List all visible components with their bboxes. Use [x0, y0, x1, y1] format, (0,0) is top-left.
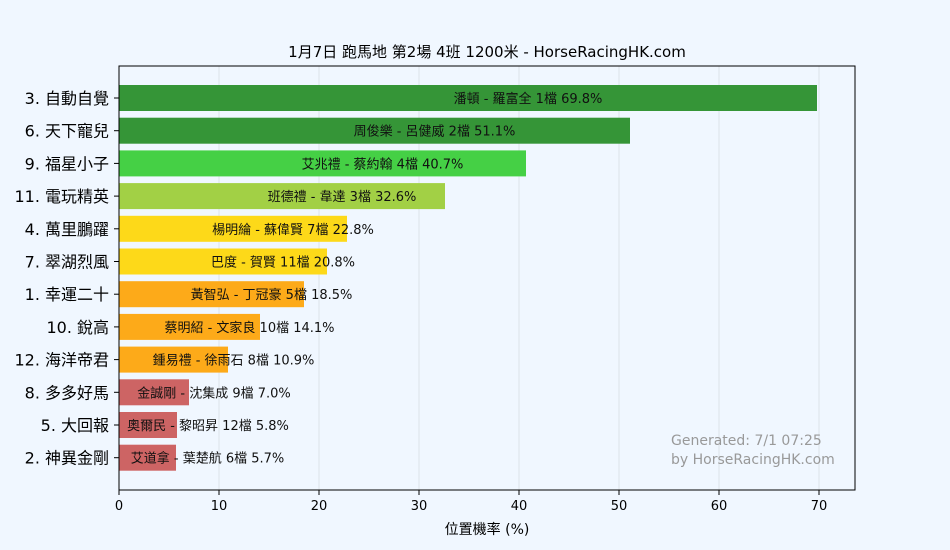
bar-label: 奧爾民 - 黎昭昇 12檔 5.8% [127, 419, 289, 434]
y-tick-label: 7. 翠湖烈風 [25, 253, 109, 272]
y-tick-label: 3. 自動自覺 [25, 89, 109, 108]
y-tick-label: 11. 電玩精英 [14, 187, 109, 206]
y-tick-label: 8. 多多好馬 [25, 383, 109, 402]
bar [119, 85, 817, 111]
x-tick-label: 70 [811, 499, 828, 514]
x-tick-label: 10 [211, 499, 228, 514]
y-tick-label: 2. 神異金剛 [25, 449, 109, 468]
plot-frame [118, 65, 856, 491]
bar [119, 215, 347, 242]
y-tick-label: 12. 海洋帝君 [14, 351, 109, 370]
y-tick-label: 10. 銳高 [46, 318, 109, 337]
x-axis-label: 位置機率 (%) [445, 521, 530, 538]
bar [119, 183, 445, 210]
bar-label: 艾兆禮 - 蔡約翰 4檔 40.7% [302, 157, 464, 172]
y-tick-label: 1. 幸運二十 [25, 285, 109, 304]
bar [119, 248, 327, 275]
bar-label: 艾道拿 - 葉楚航 6檔 5.7% [131, 451, 285, 467]
bar [119, 379, 189, 406]
bar-label: 周俊樂 - 呂健威 2檔 51.1% [354, 124, 516, 140]
x-tick-label: 40 [511, 499, 528, 514]
x-tick-label: 30 [411, 499, 428, 514]
bar [119, 150, 526, 177]
annotation-site: by HorseRacingHK.com [671, 452, 835, 468]
bar-label: 黃智弘 - 丁冠豪 5檔 18.5% [191, 287, 353, 303]
bar-label: 鍾易禮 - 徐雨石 8檔 10.9% [153, 354, 315, 369]
bar-label: 班德禮 - 韋達 3檔 32.6% [268, 190, 417, 205]
bar [119, 117, 630, 144]
y-tick-label: 6. 天下寵兒 [25, 122, 109, 141]
y-tick-label: 4. 萬里鵬躍 [25, 220, 109, 239]
bar-label: 蔡明紹 - 文家良 10檔 14.1% [164, 320, 334, 336]
bar [119, 444, 176, 471]
annotation-generated: Generated: 7/1 07:25 [671, 433, 822, 449]
bar-label: 楊明綸 - 蘇偉賢 7檔 22.8% [212, 222, 374, 238]
x-tick-label: 0 [115, 499, 123, 514]
bar [119, 281, 304, 308]
y-tick-label: 9. 福星小子 [25, 154, 109, 173]
bar-label: 巴度 - 賀賢 11檔 20.8% [211, 255, 355, 271]
bar [119, 412, 177, 438]
bar [119, 313, 260, 340]
x-tick-label: 20 [311, 499, 328, 514]
x-tick-label: 60 [711, 499, 728, 514]
bar [119, 346, 228, 373]
chart-title: 1月7日 跑馬地 第2場 4班 1200米 - HorseRacingHK.co… [288, 43, 686, 61]
x-tick-label: 50 [611, 499, 628, 514]
y-tick-label: 5. 大回報 [41, 416, 109, 435]
bar-label: 潘頓 - 羅富全 1檔 69.8% [454, 91, 603, 107]
bar-label: 金誠剛 - 沈集成 9檔 7.0% [137, 385, 291, 401]
